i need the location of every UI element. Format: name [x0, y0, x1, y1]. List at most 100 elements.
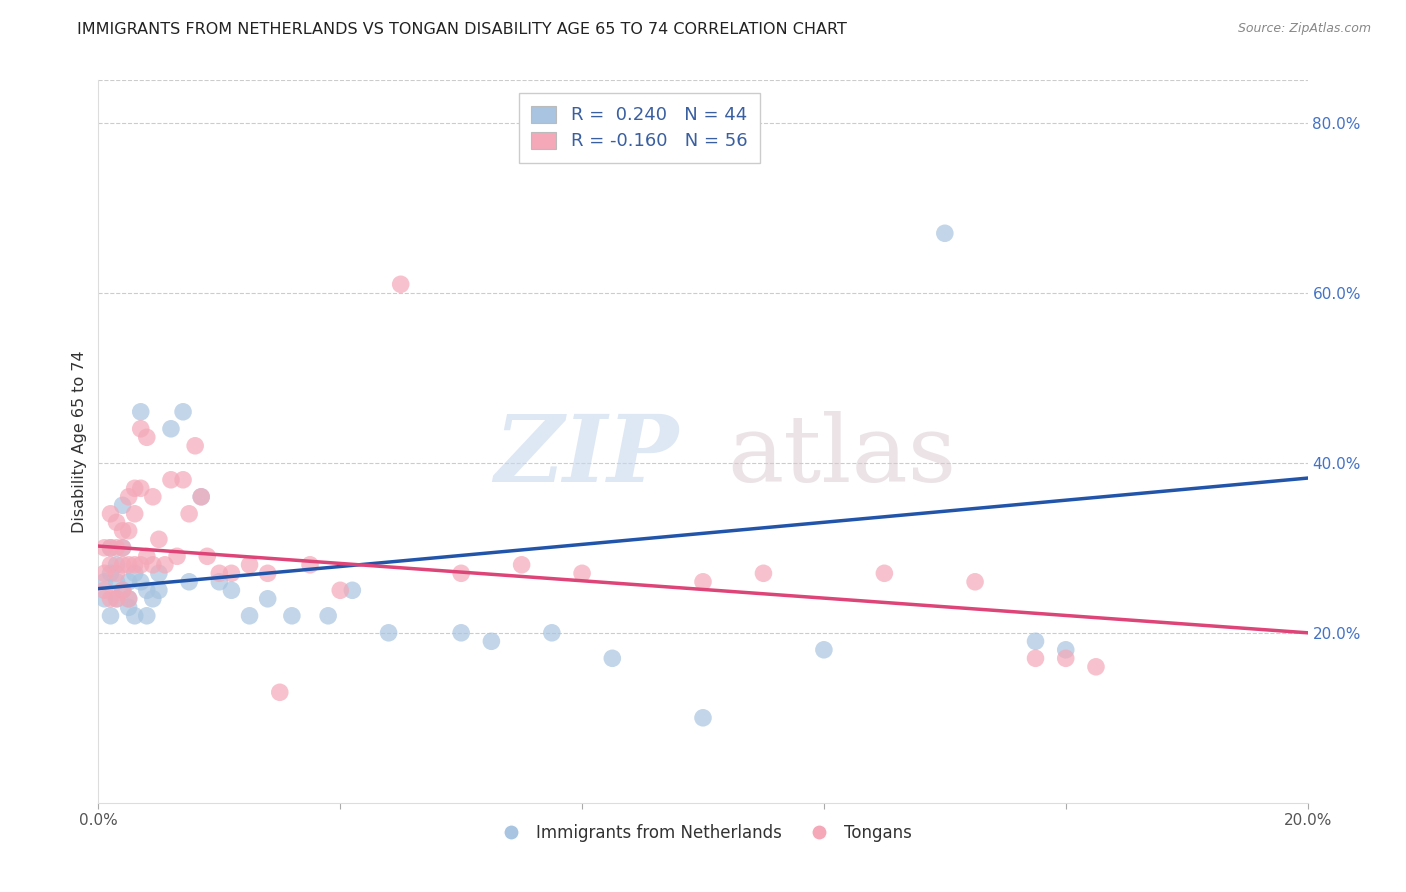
Text: ZIP: ZIP: [495, 411, 679, 501]
Point: [221, 566, 243, 581]
Point: [450, 566, 472, 581]
Point: [111, 541, 134, 555]
Point: [93, 541, 115, 555]
Point: [124, 558, 146, 572]
Point: [129, 481, 152, 495]
Point: [571, 566, 593, 581]
Point: [389, 277, 412, 292]
Point: [100, 566, 122, 581]
Point: [450, 625, 472, 640]
Point: [179, 574, 201, 589]
Point: [93, 566, 115, 581]
Point: [148, 583, 170, 598]
Y-axis label: Disability Age 65 to 74: Disability Age 65 to 74: [72, 351, 87, 533]
Point: [256, 591, 278, 606]
Point: [281, 608, 304, 623]
Point: [190, 490, 212, 504]
Text: IMMIGRANTS FROM NETHERLANDS VS TONGAN DISABILITY AGE 65 TO 74 CORRELATION CHART: IMMIGRANTS FROM NETHERLANDS VS TONGAN DI…: [77, 22, 848, 37]
Point: [124, 481, 146, 495]
Point: [118, 490, 141, 504]
Point: [111, 558, 134, 572]
Point: [135, 583, 157, 598]
Point: [934, 227, 956, 241]
Point: [329, 583, 352, 598]
Point: [93, 591, 115, 606]
Point: [118, 600, 141, 615]
Point: [692, 574, 714, 589]
Point: [160, 473, 183, 487]
Point: [316, 608, 339, 623]
Point: [190, 490, 212, 504]
Point: [142, 558, 165, 572]
Point: [100, 541, 122, 555]
Point: [195, 549, 218, 564]
Point: [1024, 634, 1046, 648]
Point: [124, 507, 146, 521]
Point: [153, 558, 176, 572]
Point: [135, 608, 157, 623]
Point: [111, 583, 134, 598]
Point: [172, 405, 194, 419]
Point: [105, 574, 128, 589]
Legend: Immigrants from Netherlands, Tongans: Immigrants from Netherlands, Tongans: [488, 817, 918, 848]
Point: [239, 608, 262, 623]
Point: [142, 490, 165, 504]
Point: [221, 583, 243, 598]
Point: [105, 591, 128, 606]
Point: [129, 558, 152, 572]
Point: [118, 524, 141, 538]
Point: [129, 574, 152, 589]
Point: [105, 591, 128, 606]
Point: [256, 566, 278, 581]
Point: [873, 566, 896, 581]
Point: [299, 558, 322, 572]
Point: [1054, 651, 1077, 665]
Point: [377, 625, 399, 640]
Point: [142, 591, 165, 606]
Point: [208, 566, 231, 581]
Point: [1024, 651, 1046, 665]
Point: [752, 566, 775, 581]
Point: [135, 549, 157, 564]
Point: [118, 558, 141, 572]
Point: [148, 533, 170, 547]
Point: [105, 566, 128, 581]
Point: [111, 583, 134, 598]
Point: [172, 473, 194, 487]
Point: [160, 422, 183, 436]
Point: [342, 583, 364, 598]
Point: [93, 574, 115, 589]
Point: [481, 634, 503, 648]
Point: [166, 549, 188, 564]
Point: [129, 405, 152, 419]
Point: [124, 566, 146, 581]
Point: [100, 558, 122, 572]
Point: [1085, 660, 1108, 674]
Point: [129, 422, 152, 436]
Point: [965, 574, 987, 589]
Point: [100, 541, 122, 555]
Point: [118, 591, 141, 606]
Text: atlas: atlas: [727, 411, 956, 501]
Point: [1054, 642, 1077, 657]
Point: [100, 507, 122, 521]
Point: [105, 516, 128, 530]
Point: [100, 591, 122, 606]
Point: [105, 558, 128, 572]
Point: [111, 498, 134, 512]
Point: [184, 439, 207, 453]
Point: [148, 566, 170, 581]
Point: [692, 711, 714, 725]
Point: [135, 430, 157, 444]
Point: [111, 524, 134, 538]
Point: [269, 685, 291, 699]
Point: [813, 642, 835, 657]
Point: [540, 625, 562, 640]
Point: [179, 507, 201, 521]
Point: [118, 591, 141, 606]
Point: [100, 608, 122, 623]
Point: [111, 541, 134, 555]
Point: [239, 558, 262, 572]
Point: [124, 608, 146, 623]
Point: [510, 558, 533, 572]
